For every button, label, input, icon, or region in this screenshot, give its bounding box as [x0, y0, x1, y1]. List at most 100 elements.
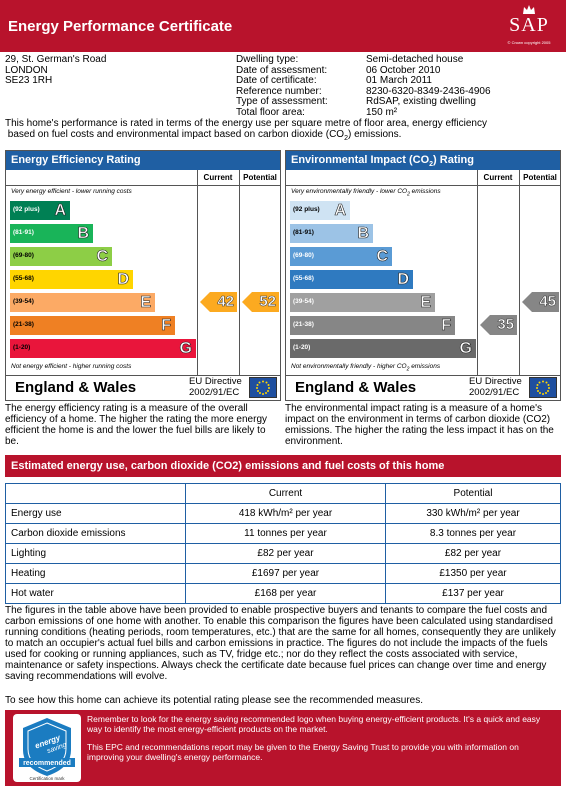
- potential-rating-value: 52: [259, 293, 276, 311]
- band-range: (55-68): [293, 275, 314, 282]
- row-potential: 330 kWh/m² per year: [385, 503, 561, 524]
- note-text: Very environmentally friendly - lower CO: [291, 188, 408, 195]
- divider: [239, 170, 240, 376]
- environment-panel: Environmental Impact (CO2) Rating Curren…: [285, 150, 561, 401]
- detail-label: Reference number:: [236, 85, 322, 97]
- row-label: Carbon dioxide emissions: [5, 523, 186, 544]
- region-label: England & Wales: [15, 379, 137, 396]
- band-range: (81-91): [293, 229, 314, 236]
- table-row: Heating £1697 per year £1350 per year: [5, 563, 561, 584]
- potential-rating-value: 45: [539, 293, 556, 311]
- band-letter: C: [376, 248, 388, 266]
- band-g: (1-20) G: [10, 339, 196, 358]
- potential-rating-arrow: 52: [242, 292, 279, 312]
- row-current: £82 per year: [185, 543, 386, 564]
- detail-label: Total floor area:: [236, 106, 305, 118]
- band-range: (21-38): [13, 321, 34, 328]
- divider: [197, 170, 198, 376]
- intro-sub: 2: [344, 135, 348, 142]
- divider: [6, 185, 280, 186]
- directive-line: EU Directive: [189, 376, 242, 387]
- logo-caption: Certification mark: [29, 776, 65, 781]
- band-letter: G: [179, 340, 192, 358]
- band-c: (69-80) C: [10, 247, 112, 266]
- row-current: 11 tonnes per year: [185, 523, 386, 544]
- sap-copyright: © Crown copyright 2005: [507, 40, 551, 45]
- band-c: (69-80) C: [290, 247, 392, 266]
- band-range: (39-54): [293, 298, 314, 305]
- energy-saving-logo-icon: energy saving recommended Certification …: [19, 718, 75, 781]
- environment-title: Environmental Impact (CO2) Rating: [286, 151, 560, 170]
- divider: [6, 375, 280, 376]
- detail-value: 150 m²: [366, 106, 398, 118]
- eu-flag-icon: [529, 377, 557, 398]
- band-a: (92 plus) A: [10, 201, 70, 220]
- page-title: Energy Performance Certificate: [8, 18, 233, 35]
- detail-value: 01 March 2011: [366, 75, 432, 86]
- current-column-header: Current: [483, 173, 513, 182]
- band-range: (69-80): [293, 252, 314, 259]
- directive-line: 2002/91/EC: [469, 387, 520, 398]
- efficiency-panel: Energy Efficiency Rating Current Potenti…: [5, 150, 281, 401]
- band-b: (81-91) B: [290, 224, 373, 243]
- band-e: (39-54) E: [290, 293, 435, 312]
- efficiency-title: Energy Efficiency Rating: [6, 151, 280, 170]
- band-letter: F: [161, 317, 171, 335]
- top-note: Very environmentally friendly - lower CO…: [291, 188, 441, 197]
- crown-icon: [523, 5, 535, 14]
- row-potential: £82 per year: [385, 543, 561, 564]
- table-corner: [5, 483, 186, 504]
- intro-text: This home's performance is rated in term…: [5, 118, 561, 144]
- row-label: Energy use: [5, 503, 186, 524]
- band-d: (55-68) D: [290, 270, 413, 289]
- divider: [477, 170, 478, 376]
- row-potential: £1350 per year: [385, 563, 561, 584]
- title-a: Environmental Impact (CO: [291, 154, 430, 166]
- note-end: emissions: [409, 363, 441, 370]
- potential-column-header: Potential: [523, 173, 557, 182]
- current-column-header: Current: [203, 173, 233, 182]
- detail-value: 8230-6320-8349-2436-4906: [366, 85, 491, 97]
- epc-sharing-text: This EPC and recommendations report may …: [87, 742, 519, 762]
- details-values: Semi-detached house 06 October 2010 01 M…: [366, 54, 491, 118]
- band-letter: A: [334, 202, 346, 220]
- logo-text-recommended: recommended: [23, 760, 71, 767]
- current-rating-arrow: 42: [200, 292, 237, 312]
- detail-value: RdSAP, existing dwelling: [366, 96, 476, 107]
- row-label: Lighting: [5, 543, 186, 564]
- band-letter: D: [397, 271, 409, 289]
- title-b: ) Rating: [433, 154, 474, 166]
- detail-value: Semi-detached house: [366, 54, 464, 65]
- band-range: (69-80): [13, 252, 34, 259]
- intro-line: This home's performance is rated in term…: [5, 118, 487, 129]
- current-rating-arrow: 35: [480, 315, 517, 335]
- region-label: England & Wales: [295, 379, 417, 396]
- band-range: (55-68): [13, 275, 34, 282]
- band-d: (55-68) D: [10, 270, 133, 289]
- note-text: Not environmentally friendly - higher CO: [291, 363, 407, 370]
- details-labels: Dwelling type: Date of assessment: Date …: [236, 54, 328, 118]
- band-b: (81-91) B: [10, 224, 93, 243]
- directive-line: EU Directive: [469, 376, 522, 387]
- directive-line: 2002/91/EC: [189, 387, 240, 398]
- band-range: (92 plus): [13, 206, 40, 213]
- table-row: Hot water £168 per year £137 per year: [5, 583, 561, 604]
- band-f: (21-38) F: [290, 316, 455, 335]
- potential-column-header: Potential: [243, 173, 277, 182]
- row-current: £1697 per year: [185, 563, 386, 584]
- note-end: emissions: [409, 188, 441, 195]
- title-sub: 2: [429, 161, 434, 169]
- band-letter: A: [54, 202, 66, 220]
- header-bar: Energy Performance Certificate SAP © Cro…: [0, 0, 566, 52]
- current-rating-value: 35: [497, 316, 514, 334]
- eu-directive: EU Directive 2002/91/EC: [189, 376, 242, 398]
- estimate-heading: Estimated energy use, carbon dioxide (CO…: [5, 455, 561, 477]
- band-g: (1-20) G: [290, 339, 476, 358]
- top-note: Very energy efficient - lower running co…: [11, 188, 132, 195]
- note-sub: 2: [407, 191, 410, 198]
- band-letter: B: [357, 225, 369, 243]
- bottom-note: Not environmentally friendly - higher CO…: [291, 363, 440, 372]
- address-line: LONDON: [5, 64, 48, 76]
- row-label: Heating: [5, 563, 186, 584]
- eu-flag-icon: [249, 377, 277, 398]
